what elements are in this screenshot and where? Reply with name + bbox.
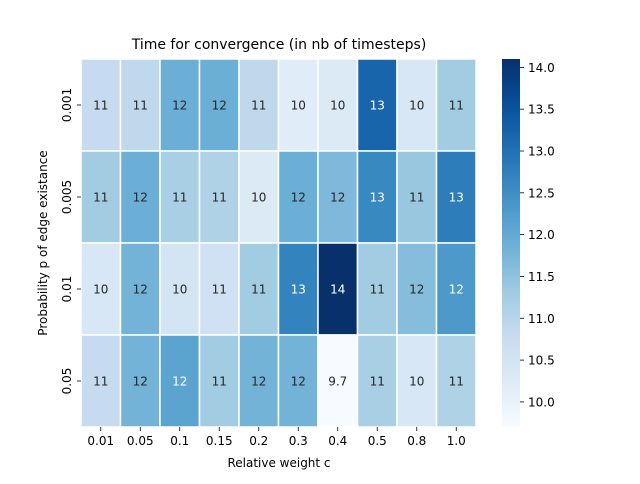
colorbar-tick-label: 12.5: [528, 186, 555, 200]
colorbar-tick-label: 13.0: [528, 145, 555, 159]
x-tick-label: 0.2: [249, 434, 268, 448]
colorbar-tick-label: 11.5: [528, 270, 555, 284]
x-tick-label: 0.8: [407, 434, 426, 448]
heatmap-cell: [435, 242, 477, 336]
y-tick-label: 0.001: [60, 88, 74, 122]
cell-annotation: 11: [212, 375, 227, 389]
x-axis: 0.01 0.05 0.1 0.15 0.2 0.3 0.4 0.5 0.8 1.0: [87, 427, 466, 448]
heatmap-cell: [119, 58, 161, 152]
y-tick-label: 0.005: [60, 180, 74, 214]
heatmap-cell: [317, 242, 359, 336]
heatmap-cell: [435, 150, 477, 244]
cell-annotation: 13: [370, 191, 385, 205]
heatmap-cell: [277, 58, 319, 152]
y-axis-label: Probability p of edge existance: [36, 150, 50, 335]
cell-annotation: 12: [133, 375, 148, 389]
x-axis-label: Relative weight c: [227, 456, 330, 470]
cell-annotation: 11: [449, 375, 464, 389]
y-axis: 0.001 0.005 0.01 0.05: [60, 88, 81, 395]
cell-annotation: 10: [330, 99, 345, 113]
cell-annotation: 11: [172, 191, 187, 205]
x-tick-label: 0.15: [206, 434, 233, 448]
colorbar-tick-label: 12.0: [528, 228, 555, 242]
x-tick-label: 0.1: [170, 434, 189, 448]
x-tick-label: 1.0: [447, 434, 466, 448]
heatmap-cell: [277, 334, 319, 428]
cell-annotation: 14: [330, 283, 345, 297]
heatmap-cell: [356, 242, 398, 336]
cell-annotation: 11: [133, 99, 148, 113]
cell-annotation: 10: [291, 99, 306, 113]
cell-annotation: 11: [212, 191, 227, 205]
cell-annotation: 12: [449, 283, 464, 297]
cell-annotation: 11: [93, 375, 108, 389]
cell-annotation: 12: [133, 283, 148, 297]
chart-title: Time for convergence (in nb of timesteps…: [131, 37, 427, 53]
colorbar-tick-label: 14.0: [528, 61, 555, 75]
cell-annotation: 12: [251, 375, 266, 389]
heatmap-cell: [317, 150, 359, 244]
colorbar-tick-label: 13.5: [528, 103, 555, 117]
cell-annotation: 9.7: [328, 375, 347, 389]
cell-annotation: 11: [370, 283, 385, 297]
cell-annotation: 11: [449, 99, 464, 113]
heatmap-cell: [198, 150, 240, 244]
colorbar-tick-label: 10.0: [528, 395, 555, 409]
heatmap-cell: [317, 334, 359, 428]
cell-annotation: 13: [370, 99, 385, 113]
heatmap-cell: [277, 150, 319, 244]
cell-annotation: 12: [212, 99, 227, 113]
cell-annotation: 11: [370, 375, 385, 389]
cell-annotation: 11: [93, 191, 108, 205]
colorbar-tick-label: 11.0: [528, 312, 555, 326]
colorbar-tick-label: 10.5: [528, 354, 555, 368]
cell-annotation: 13: [449, 191, 464, 205]
heatmap-cell: [396, 242, 438, 336]
cell-annotation: 11: [212, 283, 227, 297]
cell-annotation: 10: [93, 283, 108, 297]
cell-annotation: 12: [291, 191, 306, 205]
cell-annotation: 10: [409, 99, 424, 113]
cell-annotation: 10: [172, 283, 187, 297]
colorbar: [502, 59, 520, 427]
heatmap-cell: [435, 58, 477, 152]
cell-annotation: 13: [291, 283, 306, 297]
cell-annotation: 10: [409, 375, 424, 389]
x-tick-label: 0.4: [328, 434, 347, 448]
cell-annotation: 11: [251, 99, 266, 113]
colorbar-ticks: 10.0 10.5 11.0 11.5 12.0 12.5 13.0 13.5 14.0: [520, 61, 555, 409]
y-tick-label: 0.01: [60, 276, 74, 303]
cell-annotation: 11: [409, 191, 424, 205]
heatmap-cell: [356, 58, 398, 152]
x-tick-label: 0.3: [289, 434, 308, 448]
cell-annotation: 12: [330, 191, 345, 205]
heatmap-cell: [356, 150, 398, 244]
heatmap-cells: 11 11 12 12 11 10 10 13 10 11 11 12 11 11 10 12 12 13 11 13…: [80, 58, 477, 428]
cell-annotation: 11: [251, 283, 266, 297]
heatmap-cell: [396, 150, 438, 244]
heatmap-cell: [80, 242, 122, 336]
heatmap-cell: [80, 334, 122, 428]
heatmap-cell: [159, 242, 201, 336]
heatmap-cell: [119, 150, 161, 244]
cell-annotation: 12: [172, 99, 187, 113]
cell-annotation: 11: [93, 99, 108, 113]
cell-annotation: 12: [409, 283, 424, 297]
cell-annotation: 12: [133, 191, 148, 205]
x-tick-label: 0.01: [87, 434, 114, 448]
cell-annotation: 12: [291, 375, 306, 389]
x-tick-label: 0.5: [368, 434, 387, 448]
cell-annotation: 12: [172, 375, 187, 389]
y-tick-label: 0.05: [60, 368, 74, 395]
cell-annotation: 10: [251, 191, 266, 205]
x-tick-label: 0.05: [127, 434, 154, 448]
heatmap-cell: [119, 242, 161, 336]
